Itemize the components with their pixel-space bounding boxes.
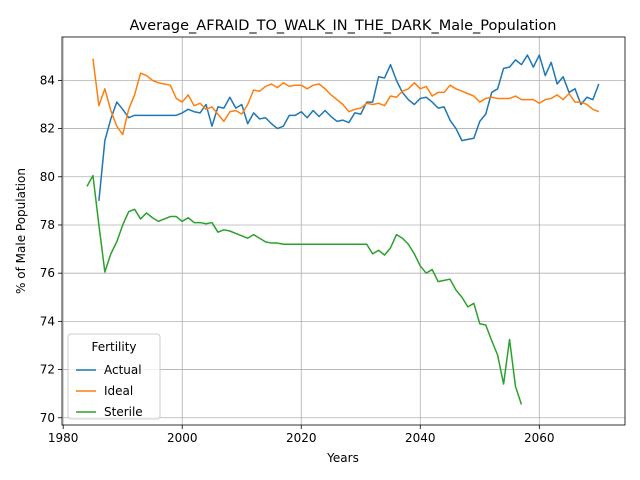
x-axis-label: Years	[326, 451, 359, 465]
y-tick-label: 70	[40, 411, 55, 425]
y-tick-label: 72	[40, 363, 55, 377]
x-tick-label: 2000	[167, 431, 198, 445]
series-line	[98, 54, 600, 201]
series-line	[86, 174, 523, 405]
y-axis-label: % of Male Population	[14, 168, 28, 294]
y-tick-label: 76	[40, 266, 55, 280]
x-tick-label: 1980	[48, 431, 79, 445]
y-tick-label: 78	[40, 218, 55, 232]
y-tick-label: 80	[40, 170, 55, 184]
legend-box	[67, 333, 161, 420]
legend-label: Actual	[104, 363, 142, 377]
legend-label: Sterile	[104, 405, 143, 419]
y-tick-label: 84	[40, 73, 55, 87]
chart-title: Average_AFRAID_TO_WALK_IN_THE_DARK_Male_…	[130, 18, 557, 34]
x-tick-label: 2040	[405, 431, 436, 445]
legend-title: Fertility	[91, 340, 136, 354]
x-tick-label: 2020	[286, 431, 317, 445]
plot-frame	[61, 36, 626, 426]
x-tick-label: 2060	[524, 431, 555, 445]
series-line	[92, 58, 600, 136]
y-tick-label: 82	[40, 122, 55, 136]
y-tick-label: 74	[40, 314, 55, 328]
legend-label: Ideal	[104, 384, 133, 398]
